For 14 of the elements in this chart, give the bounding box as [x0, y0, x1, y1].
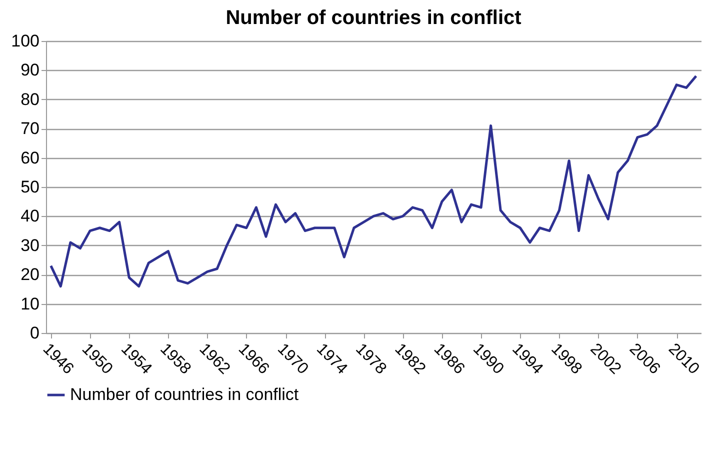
y-tick-label: 80	[20, 90, 40, 109]
chart-title: Number of countries in conflict	[226, 7, 522, 29]
line-series	[50, 74, 698, 288]
y-tick-label: 40	[20, 206, 40, 226]
y-tick-label: 100	[11, 32, 40, 50]
y-tick-label: 50	[20, 178, 40, 196]
y-tick-label: 30	[20, 236, 40, 255]
y-tick-label: 90	[20, 60, 40, 80]
y-tick-label: 0	[30, 324, 40, 342]
y-tick-label: 20	[20, 265, 40, 284]
y-tick-label: 60	[20, 148, 40, 168]
y-tick-label: 70	[20, 119, 40, 138]
y-tick-label: 10	[20, 294, 40, 314]
legend-label: Number of countries in conflict	[70, 385, 299, 404]
